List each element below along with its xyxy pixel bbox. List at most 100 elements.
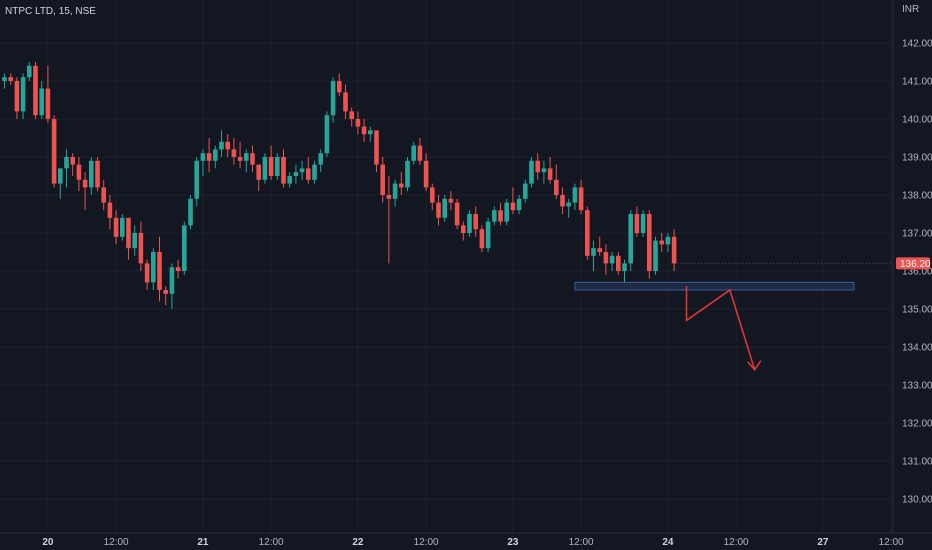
candle-body — [268, 157, 274, 176]
time-axis[interactable]: 20 12:00 21 12:00 22 12:00 23 12:00 24 12:00 27 12:… — [42, 537, 904, 548]
candle-body — [151, 252, 156, 283]
candle-body — [58, 168, 63, 184]
candle — [206, 138, 212, 173]
candle-body — [461, 225, 466, 233]
candle — [368, 126, 373, 142]
candle-body — [250, 153, 255, 165]
candle-body — [473, 214, 478, 230]
candle-body — [14, 81, 20, 112]
candle-body — [2, 77, 7, 81]
candle — [45, 65, 51, 123]
candle — [640, 210, 646, 237]
candle — [169, 263, 175, 309]
candle — [492, 206, 497, 226]
candle-body — [448, 198, 454, 203]
last-price-tag-background — [896, 257, 930, 270]
candle-body — [392, 183, 398, 199]
candle — [399, 172, 404, 195]
x-tick-label: 12:00 — [569, 537, 594, 548]
candle-body — [312, 164, 317, 180]
y-tick-label: 137.00 — [902, 229, 932, 240]
candle-body — [169, 267, 175, 294]
candle-body — [374, 130, 379, 165]
y-tick-label: 131.00 — [902, 457, 932, 468]
candle-body — [671, 236, 677, 264]
x-tick-label: 12:00 — [879, 537, 904, 548]
x-tick-label: 27 — [817, 537, 829, 548]
candle-body — [219, 141, 224, 150]
candle — [306, 157, 311, 184]
candle-body — [442, 198, 447, 218]
candle — [535, 153, 540, 180]
candle — [107, 195, 113, 230]
x-tick-label: 21 — [197, 537, 209, 548]
x-tick-label: 12:00 — [414, 537, 439, 548]
candle — [343, 84, 348, 119]
candle-body — [368, 130, 373, 135]
candle-body — [256, 164, 261, 180]
y-tick-label: 132.00 — [902, 419, 932, 430]
candle — [671, 229, 677, 271]
candle — [287, 172, 292, 188]
candle — [262, 153, 268, 184]
candle — [442, 195, 447, 222]
candle-body — [622, 263, 627, 271]
candle — [138, 221, 144, 271]
candle — [163, 286, 168, 306]
candle — [653, 236, 658, 275]
candle — [665, 233, 671, 252]
candle-body — [485, 221, 491, 249]
candle-body — [560, 195, 565, 207]
candle-body — [175, 267, 181, 271]
candle-body — [523, 183, 528, 199]
candle-body — [262, 157, 268, 180]
candle-body — [386, 195, 392, 199]
candle-body — [45, 88, 51, 119]
candle-body — [591, 248, 596, 256]
candle — [101, 179, 106, 211]
candle-body — [33, 65, 38, 116]
candle-body — [244, 153, 249, 161]
candle — [634, 206, 640, 237]
candle-body — [324, 115, 330, 154]
candle-body — [64, 157, 69, 169]
candle — [330, 77, 336, 123]
candle-body — [113, 217, 119, 237]
candle-body — [293, 172, 299, 176]
candle-body — [603, 252, 609, 264]
candle-body — [653, 240, 658, 271]
price-axis[interactable]: 142.00 141.00 140.00 139.00 138.00 137.00 136.… — [902, 39, 932, 506]
candle — [324, 111, 330, 157]
candle — [411, 141, 416, 165]
candle — [386, 176, 392, 264]
candle-body — [423, 160, 429, 188]
candle-body — [510, 202, 516, 211]
candle — [250, 145, 255, 173]
candle-body — [213, 149, 218, 161]
candle-body — [585, 210, 590, 256]
candle — [603, 244, 609, 275]
x-tick-label: 23 — [507, 537, 519, 548]
candle-body — [194, 160, 199, 199]
candle — [560, 187, 565, 214]
candle-body — [597, 248, 602, 252]
candle-body — [380, 164, 385, 195]
candle-body — [70, 157, 75, 165]
candle-body — [299, 168, 305, 173]
candle-body — [163, 290, 168, 294]
candle-body — [492, 210, 497, 222]
candle — [231, 138, 237, 165]
candle — [392, 179, 398, 207]
candle — [20, 73, 26, 119]
candle — [14, 77, 20, 119]
candle-body — [8, 77, 13, 81]
candle — [361, 119, 367, 142]
candle — [27, 62, 32, 81]
candle — [275, 153, 280, 180]
x-tick-label: 12:00 — [104, 537, 129, 548]
candle-body — [529, 160, 534, 184]
candle — [659, 233, 664, 252]
candle-body — [206, 153, 212, 161]
